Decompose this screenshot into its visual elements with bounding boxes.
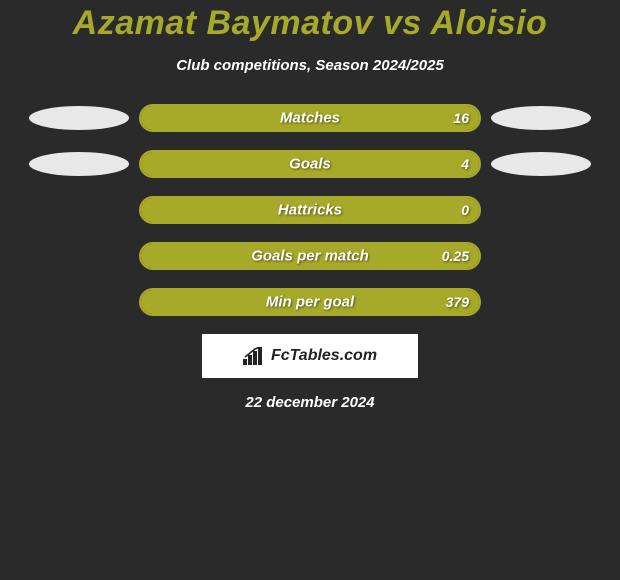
stat-label: Goals	[289, 156, 331, 173]
left-player-icon	[29, 152, 129, 176]
stat-row: Hattricks 0	[10, 196, 610, 224]
stat-value: 0.25	[442, 248, 469, 264]
stat-value: 4	[461, 156, 469, 172]
page-subtitle: Club competitions, Season 2024/2025	[0, 57, 620, 74]
stat-value: 16	[453, 110, 469, 126]
stat-bar: Min per goal 379	[139, 288, 481, 316]
stat-row: Goals 4	[10, 150, 610, 178]
stat-row: Matches 16	[10, 104, 610, 132]
right-player-icon	[491, 106, 591, 130]
stat-row: Min per goal 379	[10, 288, 610, 316]
stat-label: Goals per match	[251, 248, 369, 265]
page-title: Azamat Baymatov vs Aloisio	[0, 0, 620, 43]
stat-value: 0	[461, 202, 469, 218]
chart-icon	[243, 347, 265, 365]
stat-label: Matches	[280, 110, 340, 127]
comparison-chart: Matches 16 Goals 4 Hattricks 0 Goals per match…	[0, 104, 620, 316]
stat-label: Min per goal	[266, 294, 354, 311]
stat-label: Hattricks	[278, 202, 342, 219]
stat-value: 379	[446, 294, 469, 310]
stat-bar: Goals 4	[139, 150, 481, 178]
right-player-icon	[491, 152, 591, 176]
stat-bar: Matches 16	[139, 104, 481, 132]
brand-text: FcTables.com	[271, 347, 377, 365]
brand-badge: FcTables.com	[202, 334, 418, 378]
left-player-icon	[29, 106, 129, 130]
stat-bar: Goals per match 0.25	[139, 242, 481, 270]
stat-row: Goals per match 0.25	[10, 242, 610, 270]
stat-bar: Hattricks 0	[139, 196, 481, 224]
date-text: 22 december 2024	[0, 394, 620, 411]
